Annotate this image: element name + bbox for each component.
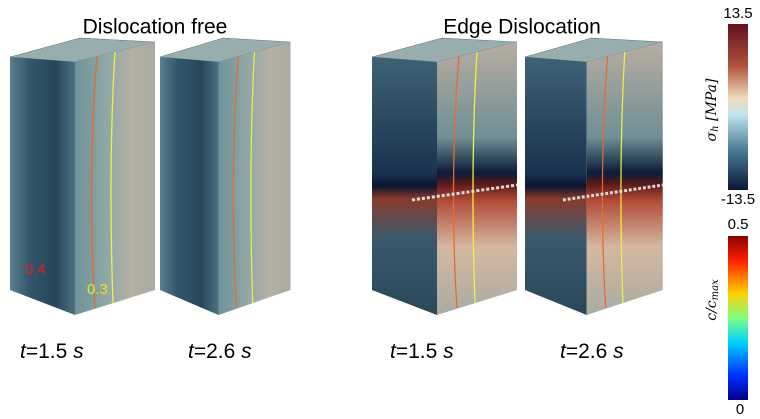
contour-label: 0.3: [87, 281, 108, 298]
unit: s: [241, 340, 252, 363]
side-face: [437, 42, 517, 315]
side-face: [219, 42, 291, 315]
front-face: [525, 57, 587, 315]
unit: s: [443, 340, 454, 363]
stress-colorbar: [728, 24, 748, 190]
time-labels: t=1.5 s t=2.6 s t=1.5 s t=2.6 s: [20, 340, 624, 363]
unit: [MPa]: [704, 78, 720, 125]
blocks: [10, 38, 663, 315]
contour-label: 0.4: [25, 261, 46, 278]
time-label: t=1.5 s: [390, 340, 454, 363]
title: Edge Dislocation: [443, 16, 601, 39]
time-label: t=2.6 s: [560, 340, 624, 363]
colorbar-label: σh [MPa]: [704, 78, 721, 141]
time-label: t=1.5 s: [20, 340, 84, 363]
value: =2.6: [566, 340, 613, 363]
colorbar-max: 0.5: [728, 216, 749, 233]
unit: s: [73, 340, 84, 363]
symbol: c/c: [704, 300, 720, 321]
subscript: max: [710, 279, 721, 300]
value: =2.6: [194, 340, 241, 363]
conc-colorbar: [728, 236, 748, 400]
title: Dislocation free: [83, 16, 228, 39]
colorbar-label: c/cmax: [704, 279, 721, 321]
side-face: [75, 42, 155, 315]
time-label: t=2.6 s: [188, 340, 252, 363]
block: [160, 38, 291, 315]
block: [525, 38, 663, 315]
side-face: [587, 42, 663, 315]
colorbar-min: -13.5: [721, 191, 755, 208]
figure: Dislocation free Edge Dislocation 0.4 0.…: [0, 0, 760, 419]
symbol: σ: [704, 131, 720, 141]
block: [372, 38, 517, 315]
front-face: [160, 57, 219, 315]
colorbar-min: 0: [736, 401, 744, 418]
colorbar-max: 13.5: [723, 5, 752, 22]
value: =1.5: [396, 340, 443, 363]
front-face: [372, 57, 437, 315]
value: =1.5: [26, 340, 73, 363]
unit: s: [613, 340, 624, 363]
